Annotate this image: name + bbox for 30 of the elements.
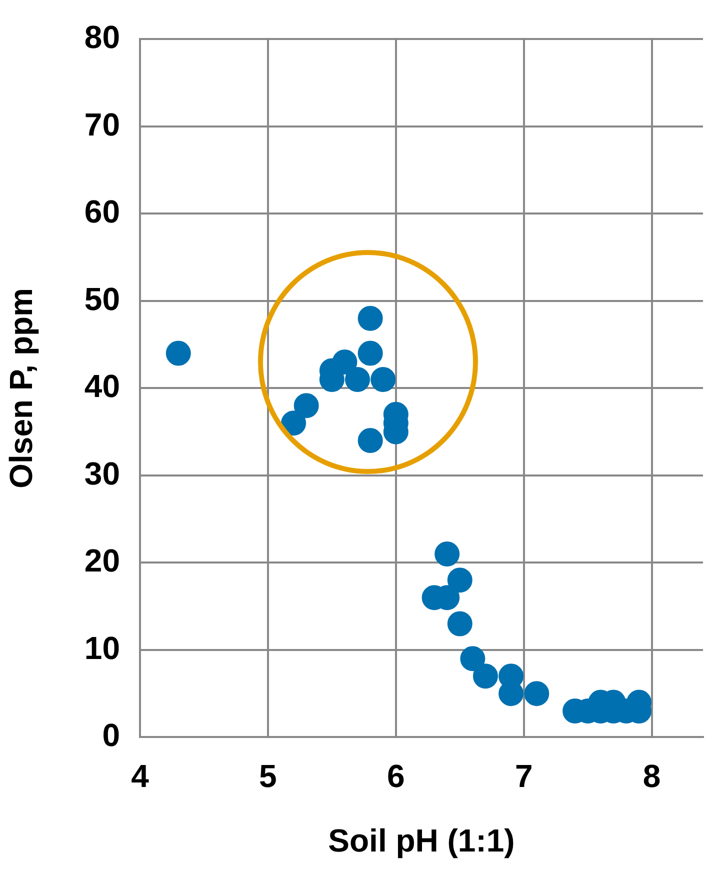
- y-tick-label: 50: [84, 280, 120, 317]
- y-tick-label: 60: [84, 194, 120, 230]
- point: [345, 366, 370, 392]
- x-axis-title: Soil pH (1:1): [328, 822, 515, 859]
- x-tick-label: 4: [131, 758, 150, 794]
- point: [472, 664, 498, 689]
- x-tick-label: 6: [387, 758, 405, 794]
- y-tick-label: 20: [84, 542, 120, 579]
- point: [166, 340, 191, 366]
- point: [358, 340, 383, 366]
- x-tick-label: 7: [514, 758, 533, 794]
- x-tick-label: 5: [259, 758, 277, 794]
- y-tick-label: 70: [84, 106, 120, 142]
- y-tick-label: 30: [84, 455, 120, 492]
- point: [358, 306, 383, 331]
- y-axis-title: Olsen P, ppm: [3, 288, 40, 488]
- point: [294, 393, 319, 418]
- y-tick-label: 10: [84, 630, 120, 666]
- point: [332, 350, 358, 375]
- y-tick-label: 0: [102, 717, 120, 754]
- point: [447, 568, 472, 593]
- x-tick-label: 8: [642, 758, 661, 794]
- y-tick-label: 40: [84, 368, 120, 404]
- y-tick-label: 80: [84, 19, 120, 56]
- point: [434, 541, 460, 566]
- point: [370, 366, 396, 392]
- point: [358, 428, 383, 454]
- point: [524, 681, 550, 706]
- point: [447, 611, 472, 636]
- point: [460, 646, 486, 672]
